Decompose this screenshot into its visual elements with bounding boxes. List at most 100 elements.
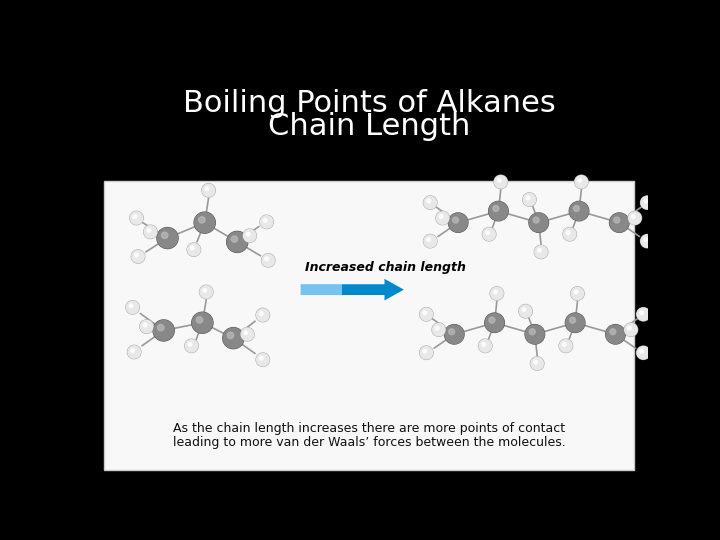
Circle shape [531, 357, 544, 370]
Circle shape [489, 202, 508, 220]
Circle shape [610, 213, 629, 232]
Circle shape [640, 311, 644, 315]
FancyArrow shape [301, 279, 404, 300]
Circle shape [243, 229, 256, 242]
Circle shape [147, 228, 150, 232]
Circle shape [188, 244, 200, 256]
Circle shape [423, 349, 427, 353]
Circle shape [636, 346, 650, 360]
Circle shape [563, 227, 577, 241]
Circle shape [479, 339, 492, 353]
Circle shape [130, 211, 143, 225]
Circle shape [420, 308, 433, 321]
Circle shape [519, 305, 532, 318]
Circle shape [439, 214, 443, 218]
Circle shape [259, 312, 263, 315]
Circle shape [641, 196, 654, 210]
Circle shape [637, 308, 649, 320]
Circle shape [436, 326, 439, 330]
Circle shape [525, 325, 544, 344]
Circle shape [420, 346, 433, 360]
Circle shape [240, 328, 254, 341]
Circle shape [199, 285, 213, 299]
Circle shape [231, 236, 238, 242]
Circle shape [482, 227, 496, 241]
Circle shape [228, 332, 234, 339]
Circle shape [606, 325, 625, 344]
Circle shape [158, 325, 164, 331]
Circle shape [485, 313, 504, 333]
Circle shape [571, 287, 584, 300]
FancyBboxPatch shape [104, 181, 634, 470]
Circle shape [559, 340, 572, 352]
Circle shape [161, 232, 168, 239]
Circle shape [562, 342, 566, 346]
Circle shape [498, 178, 501, 182]
Circle shape [522, 308, 526, 312]
Circle shape [534, 245, 548, 259]
Circle shape [427, 199, 431, 203]
Text: Increased chain length: Increased chain length [305, 261, 467, 274]
Circle shape [132, 251, 144, 262]
Circle shape [529, 213, 548, 232]
Circle shape [127, 301, 139, 314]
Circle shape [644, 199, 647, 203]
Circle shape [143, 323, 147, 327]
Circle shape [570, 317, 575, 323]
Circle shape [567, 231, 570, 234]
Circle shape [153, 320, 174, 341]
Circle shape [200, 286, 212, 298]
Circle shape [578, 178, 582, 182]
Circle shape [610, 213, 629, 232]
Circle shape [449, 329, 454, 335]
Circle shape [202, 184, 215, 197]
Circle shape [158, 228, 178, 248]
Text: leading to more van der Waals’ forces between the molecules.: leading to more van der Waals’ forces be… [173, 436, 565, 449]
Circle shape [244, 331, 248, 335]
Circle shape [436, 211, 449, 225]
Circle shape [489, 317, 495, 323]
Circle shape [205, 187, 209, 191]
Circle shape [192, 313, 212, 333]
Circle shape [130, 212, 143, 224]
Circle shape [494, 175, 508, 188]
Circle shape [131, 250, 145, 263]
Circle shape [444, 325, 464, 344]
Circle shape [564, 228, 576, 240]
Circle shape [641, 234, 654, 248]
Circle shape [432, 323, 446, 336]
Circle shape [433, 323, 445, 336]
Circle shape [144, 225, 157, 239]
Circle shape [420, 347, 433, 359]
Circle shape [243, 230, 256, 242]
Circle shape [265, 257, 269, 261]
Text: Boiling Points of Alkanes: Boiling Points of Alkanes [183, 89, 555, 118]
Circle shape [493, 206, 499, 212]
Text: As the chain length increases there are more points of contact: As the chain length increases there are … [173, 422, 565, 435]
Circle shape [641, 235, 654, 247]
Circle shape [127, 346, 141, 359]
Circle shape [485, 314, 504, 332]
Circle shape [493, 290, 498, 294]
Circle shape [128, 346, 140, 358]
Circle shape [423, 196, 437, 210]
Circle shape [529, 329, 535, 335]
Circle shape [222, 328, 244, 349]
Circle shape [523, 193, 536, 206]
Circle shape [449, 213, 467, 232]
Circle shape [228, 232, 248, 252]
Circle shape [574, 290, 577, 294]
Circle shape [256, 308, 269, 322]
Circle shape [223, 328, 243, 348]
Circle shape [187, 243, 201, 256]
Circle shape [624, 323, 638, 336]
Circle shape [571, 287, 584, 300]
Circle shape [261, 254, 275, 267]
Circle shape [185, 339, 198, 353]
Circle shape [449, 213, 468, 232]
Circle shape [613, 217, 620, 223]
Circle shape [126, 301, 140, 314]
Circle shape [489, 201, 508, 221]
Circle shape [423, 234, 437, 248]
Circle shape [482, 342, 485, 346]
